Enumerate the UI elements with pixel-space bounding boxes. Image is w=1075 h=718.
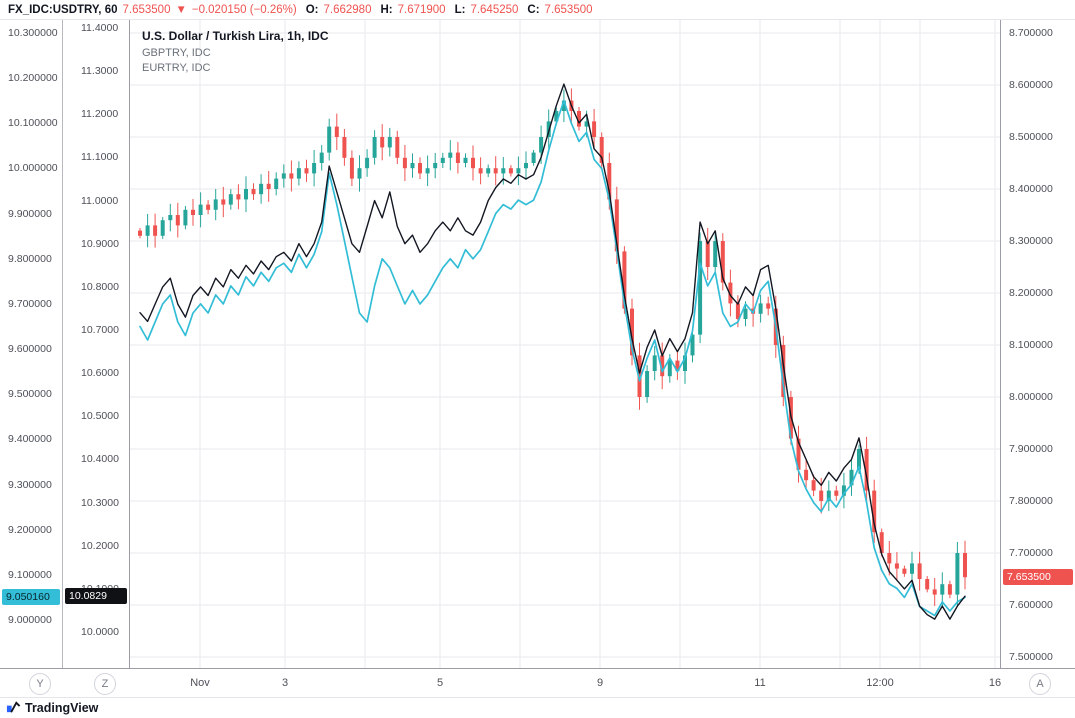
- price-axis-label: 10.000000: [8, 162, 58, 175]
- price-axis-label: 10.7000: [81, 324, 119, 336]
- price-axis-label: 11.3000: [81, 65, 119, 78]
- price-axis-label: 9.500000: [8, 388, 52, 401]
- price-axis-label: 11.1000: [81, 151, 119, 164]
- price-axis-label: 9.900000: [8, 207, 52, 220]
- close-value: 7.653500: [544, 3, 593, 16]
- price-axis-label: 9.200000: [8, 523, 52, 536]
- tradingview-logo-icon[interactable]: [6, 700, 21, 715]
- time-axis-label: 12:00: [866, 677, 894, 689]
- tradingview-brand-link[interactable]: TradingView: [25, 700, 99, 715]
- scale-button-y[interactable]: Y: [29, 673, 51, 695]
- price-tag-gbptry: 10.0829: [65, 588, 127, 605]
- last-price: 7.653500: [122, 3, 171, 16]
- price-axis-label: 10.300000: [8, 27, 58, 39]
- high-label: H:: [380, 3, 393, 16]
- price-axis-label: 8.000000: [1009, 391, 1053, 403]
- price-axis-label: 11.2000: [81, 108, 119, 121]
- price-axis-label: 9.100000: [8, 568, 52, 581]
- price-axis-label: 9.800000: [8, 252, 52, 265]
- gbptry-line: [139, 83, 966, 620]
- price-axis-label: 11.0000: [81, 194, 119, 207]
- low-label: L:: [454, 3, 466, 16]
- symbol-name[interactable]: FX_IDC:USDTRY, 60: [8, 3, 118, 16]
- price-axis-label: 11.4000: [81, 22, 119, 34]
- usdtry-candles: [138, 88, 967, 607]
- attribution-bar: TradingView: [0, 698, 1075, 717]
- price-axis-label: 10.100000: [8, 117, 58, 130]
- price-axis-label: 7.900000: [1009, 443, 1053, 455]
- price-down-arrow-icon: ▼: [175, 3, 187, 16]
- time-axis-label: 3: [281, 677, 289, 689]
- price-axis-label: 10.8000: [81, 280, 119, 293]
- chart-legend: U.S. Dollar / Turkish Lira, 1h, IDC GBPT…: [142, 29, 328, 77]
- eurtry-line: [139, 99, 966, 617]
- low-value: 7.645250: [470, 3, 519, 16]
- time-axis-label: 5: [436, 677, 444, 689]
- chart-header: FX_IDC:USDTRY, 60 7.653500 ▼ −0.020150 (…: [0, 0, 1075, 20]
- legend-gbptry[interactable]: GBPTRY, IDC: [142, 47, 211, 59]
- price-axis-usdtry[interactable]: 8.700000 8.600000 8.500000 8.400000 8.300000…: [1000, 20, 1075, 668]
- price-axis-label: 10.4000: [81, 453, 119, 466]
- price-axis-label: 7.800000: [1009, 495, 1053, 507]
- chart-canvas[interactable]: [130, 20, 1000, 668]
- open-value: 7.662980: [323, 3, 372, 16]
- scale-button-z[interactable]: Z: [94, 673, 116, 695]
- price-axis-label: 7.700000: [1009, 547, 1053, 559]
- price-axis-label: 8.600000: [1009, 79, 1053, 91]
- time-axis-label: Nov: [190, 677, 210, 689]
- time-axis-label: 9: [596, 677, 604, 689]
- open-label: O:: [305, 3, 319, 16]
- price-axis-label: 8.300000: [1009, 235, 1053, 247]
- close-label: C:: [527, 3, 540, 16]
- price-axis-label: 7.600000: [1009, 599, 1053, 611]
- price-axis-label: 8.100000: [1009, 339, 1053, 351]
- price-axis-eurtry[interactable]: 10.300000 10.200000 10.100000 10.000000 9.90…: [0, 20, 63, 668]
- chart-area: 10.300000 10.200000 10.100000 10.000000 9.90…: [0, 20, 1075, 668]
- price-axis-label: 10.2000: [81, 539, 119, 552]
- price-axis-label: 8.400000: [1009, 183, 1053, 195]
- price-axis-label: 8.500000: [1009, 131, 1053, 143]
- price-axis-label: 10.6000: [81, 367, 119, 380]
- price-axis-label: 9.600000: [8, 343, 52, 356]
- price-axis-label: 9.000000: [8, 614, 52, 626]
- price-axis-label: 10.9000: [81, 237, 119, 250]
- price-tag-usdtry: 7.653500: [1003, 569, 1073, 586]
- price-axis-label: 9.700000: [8, 297, 52, 310]
- legend-main-series[interactable]: U.S. Dollar / Turkish Lira, 1h, IDC: [142, 29, 329, 43]
- price-axis-label: 10.0000: [81, 626, 119, 638]
- time-axis-label: 11: [754, 677, 766, 689]
- price-axis-label: 9.300000: [8, 478, 52, 491]
- price-axis-label: 10.5000: [81, 410, 119, 423]
- price-axis-label: 10.200000: [8, 72, 58, 85]
- price-change: −0.020150 (−0.26%): [191, 3, 297, 16]
- scale-button-a[interactable]: A: [1029, 673, 1051, 695]
- price-axis-gbptry[interactable]: 11.4000 11.3000 11.2000 11.1000 11.0000 10.90…: [63, 20, 130, 668]
- price-axis-label: 10.3000: [81, 496, 119, 509]
- plot-area[interactable]: U.S. Dollar / Turkish Lira, 1h, IDC GBPT…: [130, 20, 1000, 668]
- price-axis-label: 9.400000: [8, 433, 52, 446]
- price-tag-eurtry: 9.050160: [2, 589, 60, 606]
- price-axis-label: 8.200000: [1009, 287, 1053, 299]
- time-axis[interactable]: Y Z A Nov 3 5 9 11 12:00 16: [0, 668, 1075, 698]
- legend-eurtry[interactable]: EURTRY, IDC: [142, 62, 211, 74]
- time-axis-label: 16: [988, 677, 1002, 689]
- high-value: 7.671900: [397, 3, 446, 16]
- price-axis-label: 8.700000: [1009, 27, 1053, 39]
- price-axis-label: 7.500000: [1009, 651, 1053, 663]
- grid-lines: [130, 20, 1000, 668]
